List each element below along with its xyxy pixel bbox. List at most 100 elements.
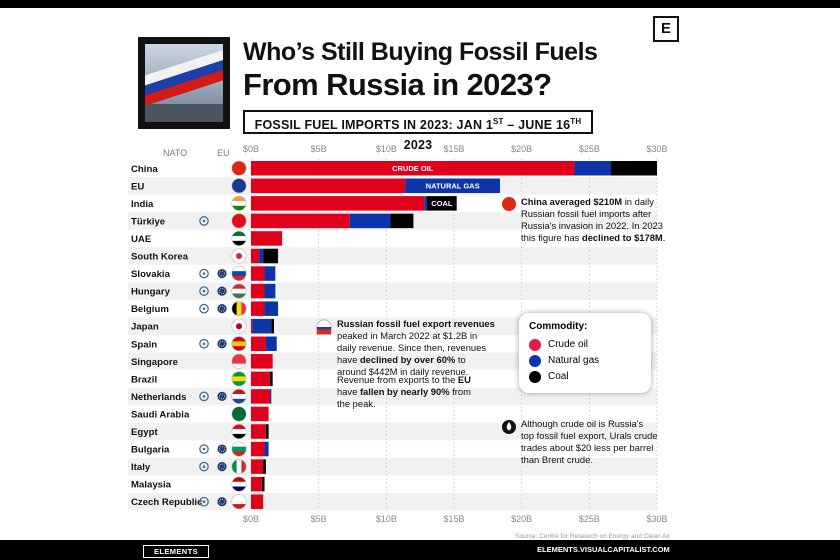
bar-natural-gas bbox=[264, 283, 276, 299]
country-label: Netherlands bbox=[131, 392, 186, 403]
flag-outline bbox=[231, 213, 247, 229]
eu-icon bbox=[217, 444, 227, 454]
flag-stripe bbox=[231, 406, 247, 412]
flag-stripe bbox=[231, 231, 247, 237]
eu-icon-stars bbox=[218, 463, 226, 470]
flag-icon bbox=[231, 441, 247, 457]
flag-icon bbox=[231, 213, 247, 229]
country-label: UAE bbox=[131, 234, 152, 245]
bar-natural-gas bbox=[349, 213, 391, 229]
flag-stripe bbox=[231, 178, 247, 184]
bar-crude-oil bbox=[251, 301, 265, 316]
row-stripe bbox=[128, 492, 657, 511]
flag-stripe bbox=[231, 301, 237, 316]
flag-icon bbox=[231, 459, 247, 474]
flag-outline bbox=[231, 388, 247, 404]
infographic: Who’s Still Buying Fossil Fuels From Rus… bbox=[0, 8, 840, 540]
x-tick-label-bottom: $10B bbox=[376, 514, 397, 524]
russia-note-l4b: declined by over 60% bbox=[359, 354, 456, 365]
title-line-1: Who’s Still Buying Fossil Fuels bbox=[243, 38, 598, 66]
flag-stripe bbox=[231, 205, 247, 211]
bar-natural-gas bbox=[264, 266, 276, 281]
flag-icon bbox=[231, 196, 247, 211]
country-label: Malaysia bbox=[131, 480, 172, 491]
nato-icon-center bbox=[202, 272, 206, 275]
bar-natural-gas bbox=[252, 318, 272, 334]
country-label: Spain bbox=[131, 339, 157, 350]
footer-brand: ELEMENTS bbox=[143, 545, 209, 558]
x-tick-label-bottom: $15B bbox=[443, 514, 464, 524]
flag-stripe bbox=[231, 358, 247, 364]
subtitle-superscript-1: ST bbox=[493, 117, 504, 126]
flag-stripe bbox=[241, 459, 247, 474]
country-label: Singapore bbox=[131, 357, 178, 368]
bar-data-label: COAL bbox=[431, 199, 453, 208]
flag-stripe bbox=[231, 275, 247, 281]
crude-note-l2: top fossil fuel export, Urals crude bbox=[521, 430, 658, 441]
eu-note-l1a: Revenue from exports to the bbox=[337, 374, 458, 385]
bar-natural-gas bbox=[574, 161, 611, 176]
nato-icon bbox=[199, 496, 209, 507]
flag-stripe bbox=[231, 165, 247, 171]
country-label: South Korea bbox=[131, 252, 189, 263]
flag-stripe bbox=[231, 394, 247, 400]
nato-icon bbox=[199, 303, 209, 314]
flag-icon bbox=[231, 371, 247, 387]
flag-stripe bbox=[231, 346, 247, 351]
flag-stripe bbox=[231, 371, 247, 377]
crude-oil-note: Although crude oil is Russia's top fossi… bbox=[521, 418, 671, 466]
source-text: Source: Centre for Research on Energy an… bbox=[515, 533, 671, 540]
crude-note-l4: than Brent crude. bbox=[521, 454, 593, 465]
flag-outline bbox=[231, 283, 247, 299]
title-line-2: From Russia in 2023? bbox=[243, 67, 552, 102]
bar-chart: $0B $0B $5B $5B $10B $10B $15B $15B $20B $20B $25B… bbox=[128, 144, 668, 524]
flag-stripe bbox=[231, 389, 247, 395]
flag-outline bbox=[231, 248, 247, 264]
flag-icon bbox=[231, 178, 247, 194]
eu-icon-stars bbox=[218, 445, 226, 453]
nato-icon bbox=[199, 444, 209, 454]
bar-crude-oil bbox=[251, 318, 253, 334]
crude-note-l1: Although crude oil is Russia's bbox=[521, 418, 644, 429]
bar-crude-oil bbox=[251, 459, 264, 474]
flag-icon bbox=[231, 319, 247, 334]
eu-icon-stars bbox=[218, 393, 226, 400]
eu-note-l2c: from bbox=[449, 386, 471, 397]
x-tick-label-top: $20B bbox=[511, 144, 532, 154]
china-note-l4c: . bbox=[662, 232, 666, 243]
row-stripe bbox=[128, 247, 657, 265]
flag-stripe bbox=[231, 481, 247, 487]
x-tick-label-bottom: $0B bbox=[243, 514, 259, 524]
flag-icon bbox=[231, 336, 247, 351]
china-note-l2: Russian fossil fuel imports after bbox=[521, 208, 652, 219]
eu-icon-stars bbox=[218, 498, 226, 505]
flag-stripe bbox=[231, 258, 247, 264]
nato-icon-center bbox=[202, 465, 206, 468]
bar-natural-gas bbox=[265, 336, 277, 351]
bar-crude-oil bbox=[251, 196, 425, 211]
bar-coal bbox=[610, 161, 657, 176]
x-tick-label-bottom: $30B bbox=[646, 514, 667, 524]
flag-stripe bbox=[231, 499, 247, 505]
bar-coal bbox=[269, 371, 273, 387]
russia-note-l2: peaked in March 2022 at $1.2B in bbox=[337, 330, 478, 341]
flag-icon bbox=[231, 301, 247, 316]
flag-outline bbox=[231, 494, 247, 510]
bar-crude-oil bbox=[251, 354, 273, 369]
flag-stripe bbox=[231, 446, 247, 452]
country-label: Slovakia bbox=[131, 269, 171, 280]
subtitle-part-c: 2023 bbox=[403, 138, 433, 153]
eu-icon-stars bbox=[218, 305, 226, 312]
flag-stripe bbox=[231, 328, 247, 334]
flag-icon bbox=[231, 248, 247, 264]
bar-coal bbox=[390, 213, 414, 229]
bar-data-label: CRUDE OIL bbox=[392, 164, 434, 173]
bar-coal bbox=[261, 476, 265, 492]
nato-icon-center bbox=[202, 447, 206, 451]
row-stripe bbox=[128, 282, 657, 300]
flag-stripe bbox=[231, 398, 247, 404]
eu-note-l3: the peak. bbox=[337, 398, 376, 409]
eu-icon bbox=[217, 304, 227, 314]
flag-icon bbox=[231, 424, 247, 439]
flag-stripe bbox=[231, 188, 247, 194]
